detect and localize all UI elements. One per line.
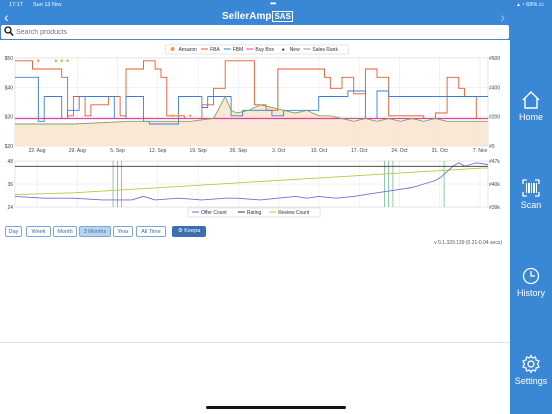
range-year-button[interactable]: Year <box>113 226 133 237</box>
sidebar-item-label: Home <box>518 112 543 122</box>
sidebar-item-label: History <box>516 288 545 298</box>
amazon-point <box>60 59 63 62</box>
legend-label: Buy Box <box>255 47 274 53</box>
amazon-point <box>37 59 40 62</box>
series-line-offer-count <box>14 162 489 201</box>
sidebar-item-history[interactable]: History <box>510 266 552 298</box>
sidebar-item-label: Scan <box>520 200 542 210</box>
status-right: ▴ ◔ 69% ▭ <box>517 2 544 8</box>
gear-icon <box>522 354 540 374</box>
status-time: 17:17 <box>9 2 23 8</box>
range-3months-button[interactable]: 3 Months <box>79 226 111 237</box>
amazon-point <box>177 114 180 117</box>
x-tick-label: 10. Oct <box>311 148 328 154</box>
sidebar-item-label: Settings <box>514 376 548 386</box>
x-tick-label: 3. Oct <box>272 148 286 154</box>
x-tick-label: 7. Nov <box>473 148 488 154</box>
y-tick-label: 24 <box>7 205 13 211</box>
x-tick-label: 17. Oct <box>351 148 368 154</box>
status-bar: 17:17 Sun 13 Nov ••• ▴ ◔ 69% ▭ <box>0 0 552 10</box>
legend-label: FBM <box>233 47 244 53</box>
legend-label: FBA <box>210 47 220 53</box>
amazon-point <box>66 59 69 62</box>
y-right-tick-label: #40k <box>489 182 500 188</box>
sidebar-item-scan[interactable]: Scan <box>510 178 552 210</box>
search-box[interactable] <box>1 25 509 39</box>
x-tick-label: 29. Aug <box>69 148 86 154</box>
legend-label: Amazon <box>179 47 198 53</box>
x-tick-label: 24. Oct <box>391 148 408 154</box>
series-line-review-count <box>14 167 488 196</box>
back-chevron-icon[interactable]: ‹ <box>4 9 9 25</box>
y-right-tick-label: #47k <box>489 159 500 165</box>
barcode-icon <box>522 179 540 197</box>
keepa-label: Keepa <box>184 228 201 234</box>
x-tick-label: 26. Sep <box>230 148 247 154</box>
range-month-button[interactable]: Month <box>53 226 77 237</box>
keepa-button[interactable]: ⚙ Keepa <box>172 226 206 237</box>
y-tick-label: $30 <box>5 115 14 121</box>
series-line-fbm <box>15 76 488 125</box>
nav-bar: ‹ SellerAmp SAS › <box>0 9 510 25</box>
legend-label: Sales Rank <box>312 47 338 53</box>
divider <box>0 342 510 343</box>
y-tick-label: 48 <box>7 159 13 165</box>
search-icon <box>4 26 14 36</box>
y-tick-label: $50 <box>5 56 14 62</box>
y-tick-label: $40 <box>5 85 14 91</box>
brand-badge: SAS <box>272 11 293 22</box>
series-line-sales-rank <box>15 95 488 125</box>
price-chart[interactable]: $50 $40 $30 $20 #600 #400 #200 #0 22. Aug 29. Aug… <box>0 40 510 155</box>
y-right-tick-label: #200 <box>489 115 500 121</box>
home-icon <box>522 91 540 109</box>
sidebar-item-settings[interactable]: Settings <box>510 354 552 386</box>
x-tick-label: 31. Oct <box>432 148 449 154</box>
legend-box <box>187 207 321 218</box>
battery-percent: 69% <box>526 2 538 8</box>
x-tick-label: 5. Sep <box>110 148 125 154</box>
legend-label: Review Count <box>278 210 310 216</box>
brand-main: SellerAmp <box>222 11 272 22</box>
legend-label: Rating <box>247 210 262 216</box>
history-icon <box>522 267 540 285</box>
range-week-button[interactable]: Week <box>26 226 51 237</box>
brand-logo: SellerAmp SAS <box>222 11 293 22</box>
sidebar: Home Scan History Settings <box>510 10 552 414</box>
y-right-tick-label: #39k <box>489 205 500 211</box>
amazon-point <box>188 114 192 117</box>
amazon-point <box>54 59 58 62</box>
status-date: Sun 13 Nov <box>33 2 62 8</box>
home-indicator[interactable] <box>206 406 346 409</box>
settings-small-icon: ⚙ <box>177 228 185 234</box>
x-tick-label: 12. Sep <box>149 148 166 154</box>
sidebar-item-home[interactable]: Home <box>510 90 552 122</box>
x-tick-label: 19. Sep <box>189 148 206 154</box>
sales-rank-area <box>15 96 488 146</box>
y-tick-label: $20 <box>5 144 14 150</box>
legend-marker <box>170 47 175 51</box>
legend-label: Offer Count <box>201 210 227 216</box>
y-right-tick-label: #400 <box>489 85 500 91</box>
version-text: v 0.1.329.139 (0.21-0.04 secs) <box>434 240 502 246</box>
legend-label: New <box>290 47 300 53</box>
y-tick-label: 36 <box>7 182 13 188</box>
legend-box <box>165 44 349 55</box>
y-right-tick-label: #0 <box>489 144 495 150</box>
amazon-point <box>171 114 174 117</box>
search-bar <box>0 24 510 40</box>
y-right-tick-label: #600 <box>489 56 500 62</box>
multitask-dots-icon[interactable]: ••• <box>270 0 276 8</box>
legend-marker: ● <box>282 47 285 53</box>
x-tick-label: 22. Aug <box>29 148 46 154</box>
range-all-time-button[interactable]: All Time <box>136 226 166 237</box>
search-input[interactable] <box>16 26 496 38</box>
range-day-button[interactable]: Day <box>5 226 22 237</box>
offer-chart[interactable]: 48 36 24 #47k #40k #39k Offer Count Rating Revie… <box>0 157 510 219</box>
forward-chevron-icon[interactable]: › <box>500 9 505 25</box>
